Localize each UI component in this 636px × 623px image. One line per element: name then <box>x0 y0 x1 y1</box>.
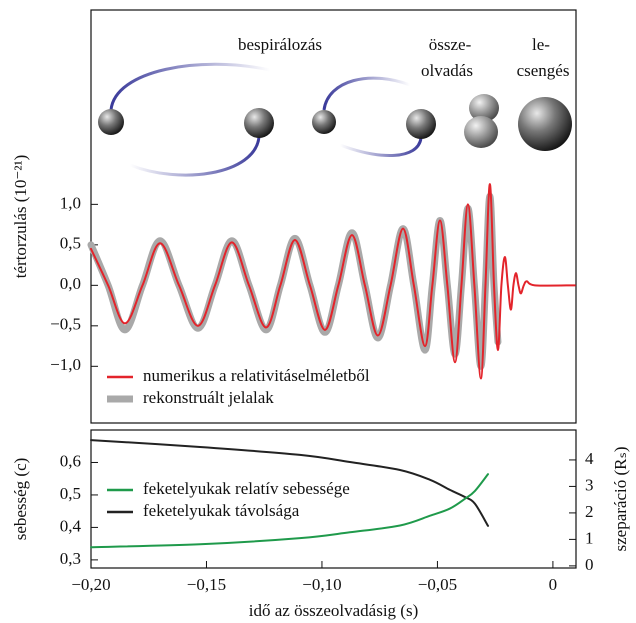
y-axis-label: tértorzulás (10⁻²¹) <box>11 155 30 278</box>
orbit <box>129 136 261 177</box>
black-hole <box>98 109 124 135</box>
plot-frame <box>90 429 577 569</box>
series-line <box>90 473 490 549</box>
y-tick-label: 0,5 <box>60 234 81 253</box>
annotation: csengés <box>517 61 570 80</box>
plot-frame <box>90 9 577 424</box>
x-axis-label: idő az összeolvadásig (s) <box>249 601 418 620</box>
cartoon <box>98 62 572 177</box>
legend-label: feketelyukak távolsága <box>143 501 300 520</box>
annotation: le- <box>532 35 550 54</box>
annotation: bespirálozás <box>238 35 322 54</box>
y-tick-label: −1,0 <box>50 355 81 374</box>
black-hole <box>312 110 336 134</box>
y-tick-label: 0,4 <box>60 516 82 535</box>
y-tick-label: 1,0 <box>60 193 81 212</box>
x-tick-label: −0,10 <box>302 575 341 594</box>
black-hole <box>406 109 436 139</box>
y2-tick-label: 1 <box>585 528 594 547</box>
y-axis-label: sebesség (c) <box>11 458 30 541</box>
x-tick-label: −0,20 <box>71 575 110 594</box>
y-tick-label: 0,0 <box>60 274 81 293</box>
final-black-hole <box>518 97 572 151</box>
orbit <box>109 62 271 111</box>
y2-tick-label: 2 <box>585 502 594 521</box>
y2-axis-label: szeparáció (Rₛ) <box>611 447 630 552</box>
legend-label: rekonstruált jelalak <box>143 388 274 407</box>
series-line <box>90 439 490 527</box>
black-hole <box>244 108 274 138</box>
legend-label: numerikus a relativitáselméletből <box>143 366 370 385</box>
x-tick-label: 0 <box>549 575 558 594</box>
y-tick-label: 0,6 <box>60 451 81 470</box>
legend-label: feketelyukak relatív sebessége <box>143 479 350 498</box>
series-line <box>87 192 502 370</box>
annotation: olvadás <box>421 61 473 80</box>
y-tick-label: 0,3 <box>60 549 81 568</box>
y2-tick-label: 4 <box>585 449 594 468</box>
orbit <box>322 76 411 111</box>
y-tick-label: 0,5 <box>60 484 81 503</box>
x-tick-label: −0,05 <box>418 575 457 594</box>
merging-black-hole <box>469 94 499 122</box>
y2-tick-label: 0 <box>585 555 594 574</box>
orbit <box>339 137 423 157</box>
annotation: össze- <box>429 35 472 54</box>
series-line <box>90 183 576 380</box>
x-tick-label: −0,15 <box>187 575 226 594</box>
y2-tick-label: 3 <box>585 475 594 494</box>
merging-black-hole <box>464 116 498 148</box>
y-tick-label: −0,5 <box>50 315 81 334</box>
